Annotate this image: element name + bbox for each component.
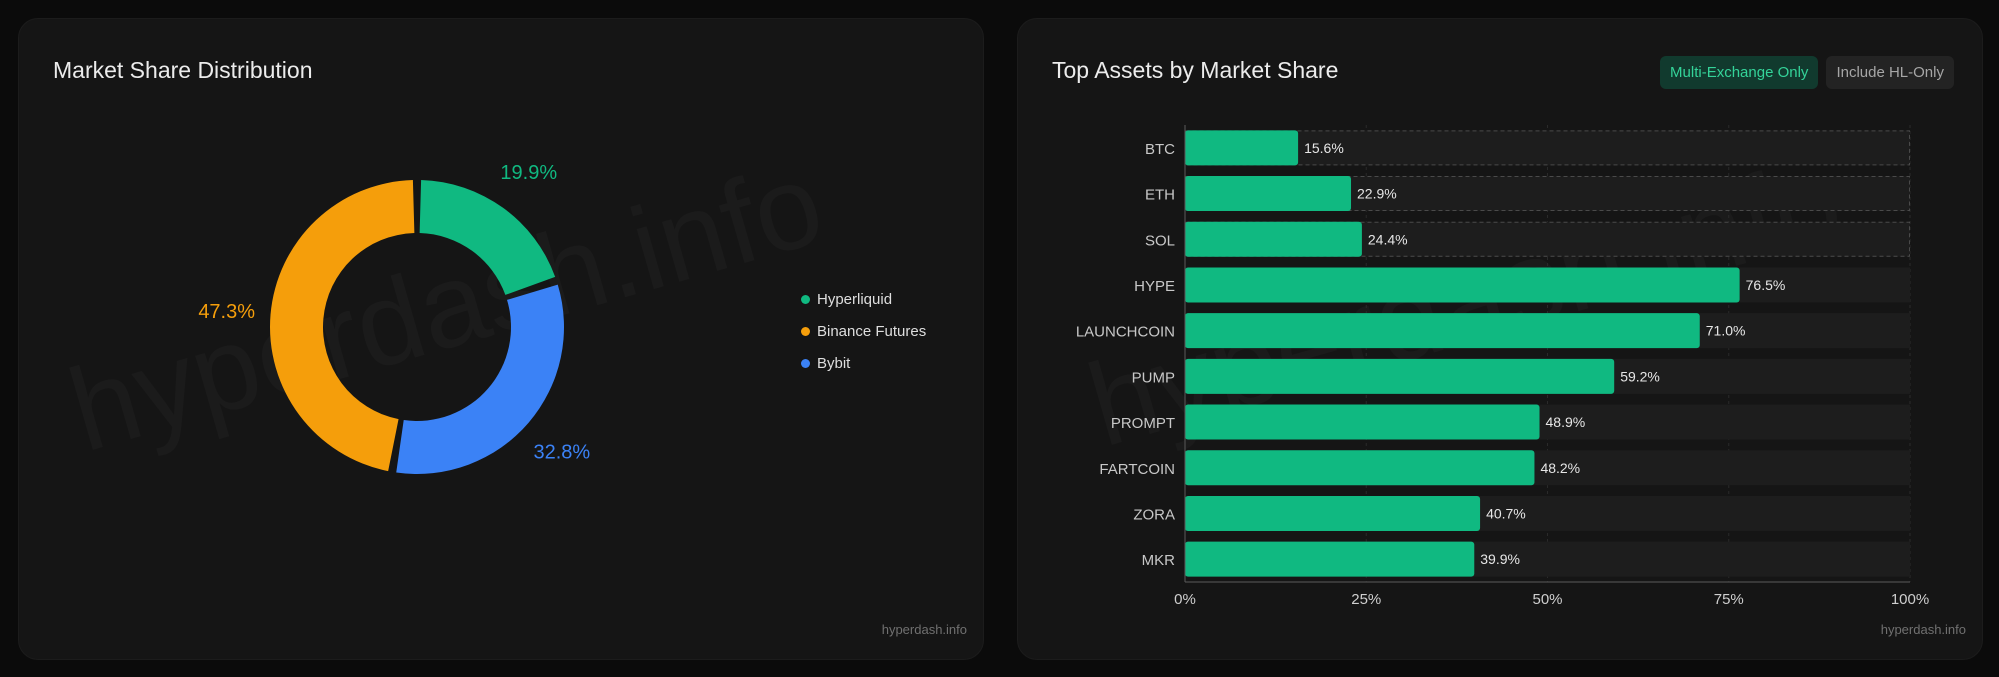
bar-value-label-zora: 40.7% — [1486, 505, 1526, 521]
category-label-zora: ZORA — [1133, 506, 1175, 523]
legend-dot — [801, 326, 810, 336]
bar-chart: 15.6% BTC 22.9% ETH 24.4% SOL 76.5% HYPE 71.0% LA… — [1076, 125, 1929, 608]
x-tick-label: 0% — [1174, 591, 1196, 608]
footer-brand: hyperdash.info — [881, 622, 967, 637]
bar-value-label-mkr: 39.9% — [1480, 551, 1520, 567]
bar-eth[interactable] — [1185, 176, 1352, 212]
legend-label: Hyperliquid — [817, 290, 893, 308]
bar-sol[interactable] — [1185, 221, 1362, 257]
category-label-fartcoin: FARTCOIN — [1099, 461, 1175, 478]
exchange-filter-toggle: Multi-Exchange Only Include HL-Only — [1660, 56, 1954, 89]
bar-value-label-fartcoin: 48.2% — [1540, 460, 1580, 476]
bar-btc[interactable] — [1185, 130, 1299, 166]
donut-label-hyperliquid: 19.9% — [500, 162, 557, 184]
bar-zora[interactable] — [1185, 495, 1481, 531]
category-label-launchcoin: LAUNCHCOIN — [1076, 324, 1175, 341]
legend-item-hyperliquid[interactable]: Hyperliquid — [801, 283, 926, 315]
footer-brand: hyperdash.info — [1880, 622, 1966, 637]
category-label-pump: PUMP — [1132, 369, 1175, 386]
legend-item-binance-futures[interactable]: Binance Futures — [801, 315, 926, 347]
legend-dot — [801, 294, 810, 304]
category-label-hype: HYPE — [1134, 278, 1175, 295]
bar-value-label-sol: 24.4% — [1368, 231, 1408, 247]
x-tick-label: 50% — [1532, 591, 1562, 608]
donut-label-bybit: 32.8% — [533, 442, 590, 464]
market-share-title: Market Share Distribution — [53, 57, 313, 83]
bar-track-btc — [1185, 130, 1910, 166]
category-label-prompt: PROMPT — [1111, 415, 1175, 432]
bar-value-label-launchcoin: 71.0% — [1706, 323, 1746, 339]
legend-label: Bybit — [817, 354, 851, 372]
legend-dot — [801, 358, 810, 368]
legend-label: Binance Futures — [817, 322, 927, 340]
bar-value-label-btc: 15.6% — [1304, 140, 1344, 156]
include-hl-only-button[interactable]: Include HL-Only — [1826, 56, 1954, 89]
bar-launchcoin[interactable] — [1185, 313, 1700, 349]
bar-pump[interactable] — [1185, 358, 1615, 394]
donut-slice-bybit[interactable] — [396, 284, 564, 475]
multi-exchange-only-button[interactable]: Multi-Exchange Only — [1660, 56, 1819, 89]
category-label-eth: ETH — [1145, 187, 1175, 204]
bar-mkr[interactable] — [1185, 541, 1475, 577]
x-tick-label: 75% — [1714, 591, 1744, 608]
bar-value-label-eth: 22.9% — [1357, 186, 1397, 202]
top-assets-title: Top Assets by Market Share — [1052, 57, 1339, 83]
bar-prompt[interactable] — [1185, 404, 1540, 440]
donut-chart: 19.9% 32.8% 47.3% — [198, 162, 590, 475]
bar-fartcoin[interactable] — [1185, 450, 1535, 486]
bar-value-label-prompt: 48.9% — [1546, 414, 1586, 430]
x-tick-label: 100% — [1891, 591, 1929, 608]
x-tick-label: 25% — [1351, 591, 1381, 608]
category-label-sol: SOL — [1145, 232, 1175, 249]
bar-hype[interactable] — [1185, 267, 1740, 303]
category-label-mkr: MKR — [1142, 552, 1176, 569]
market-share-card: hyperdash.info Market Share Distribution… — [18, 18, 984, 660]
category-label-btc: BTC — [1145, 141, 1175, 158]
bar-value-label-pump: 59.2% — [1620, 368, 1660, 384]
legend-item-bybit[interactable]: Bybit — [801, 347, 926, 379]
donut-label-binance-futures: 47.3% — [198, 301, 255, 323]
donut-legend: Hyperliquid Binance Futures Bybit — [801, 283, 926, 379]
bar-value-label-hype: 76.5% — [1746, 277, 1786, 293]
top-assets-card: hyperdash.info Top Assets by Market Shar… — [1017, 18, 1983, 660]
donut-slice-binance-futures[interactable] — [270, 180, 415, 472]
donut-slice-hyperliquid[interactable] — [419, 180, 556, 295]
